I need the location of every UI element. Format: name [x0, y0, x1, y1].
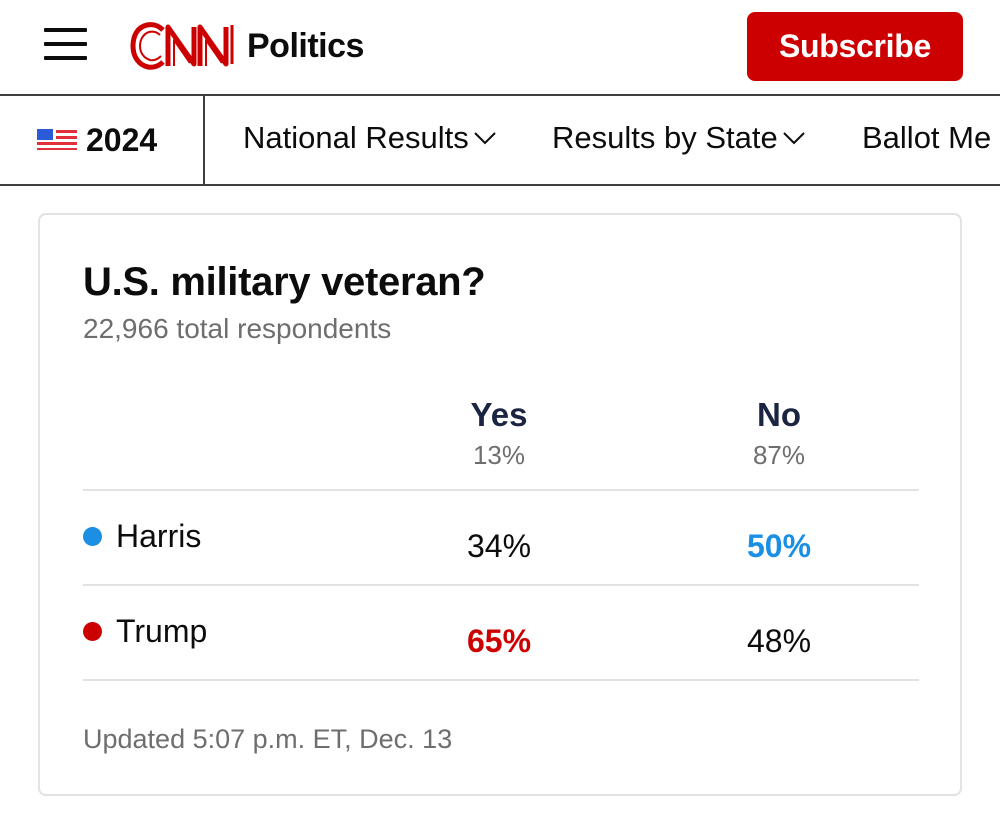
year-label: 2024 [86, 122, 158, 158]
subscribe-button[interactable]: Subscribe [747, 12, 963, 81]
harris-color-dot [83, 527, 102, 547]
updated-timestamp: Updated 5:07 p.m. ET, Dec. 13 [83, 724, 453, 754]
candidate-harris: Harris [83, 517, 201, 555]
poll-question: U.S. military veteran? [83, 260, 486, 304]
us-flag-icon [37, 129, 77, 150]
election-subnav: 2024 National Results Results by State B… [0, 94, 1000, 186]
candidate-trump: Trump [83, 612, 207, 650]
nav-ballot-measures[interactable]: Ballot Me [862, 118, 991, 158]
chevron-down-icon [474, 132, 496, 145]
exit-poll-card: U.S. military veteran? 22,966 total resp… [38, 213, 962, 796]
candidate-name: Harris [116, 518, 202, 554]
section-title[interactable]: Politics [247, 27, 364, 65]
divider [83, 679, 919, 681]
harris-yes-value: 34% [466, 528, 532, 564]
cnn-logo[interactable] [130, 20, 240, 72]
nav-label: Results by State [552, 120, 778, 155]
column-header-yes: Yes 13% [399, 396, 599, 470]
trump-color-dot [83, 622, 102, 642]
trump-yes-value: 65% [466, 623, 532, 659]
chevron-down-icon [783, 132, 805, 145]
nav-label: National Results [243, 120, 469, 155]
column-name: No [757, 396, 801, 433]
trump-no-value: 48% [746, 623, 812, 659]
respondent-count: 22,966 total respondents [83, 313, 392, 344]
nav-national-results[interactable]: National Results [243, 118, 497, 158]
site-header: Politics Subscribe [0, 0, 1000, 94]
candidate-name: Trump [116, 613, 208, 649]
divider [83, 489, 919, 491]
election-year[interactable]: 2024 [0, 96, 205, 184]
divider [83, 584, 919, 586]
column-header-no: No 87% [679, 396, 879, 470]
menu-icon[interactable] [44, 28, 87, 62]
column-share: 87% [752, 440, 806, 470]
harris-no-value: 50% [746, 528, 812, 564]
column-name: Yes [470, 396, 528, 433]
nav-results-by-state[interactable]: Results by State [552, 118, 806, 158]
column-share: 13% [472, 440, 526, 470]
nav-label: Ballot Me [862, 120, 992, 155]
